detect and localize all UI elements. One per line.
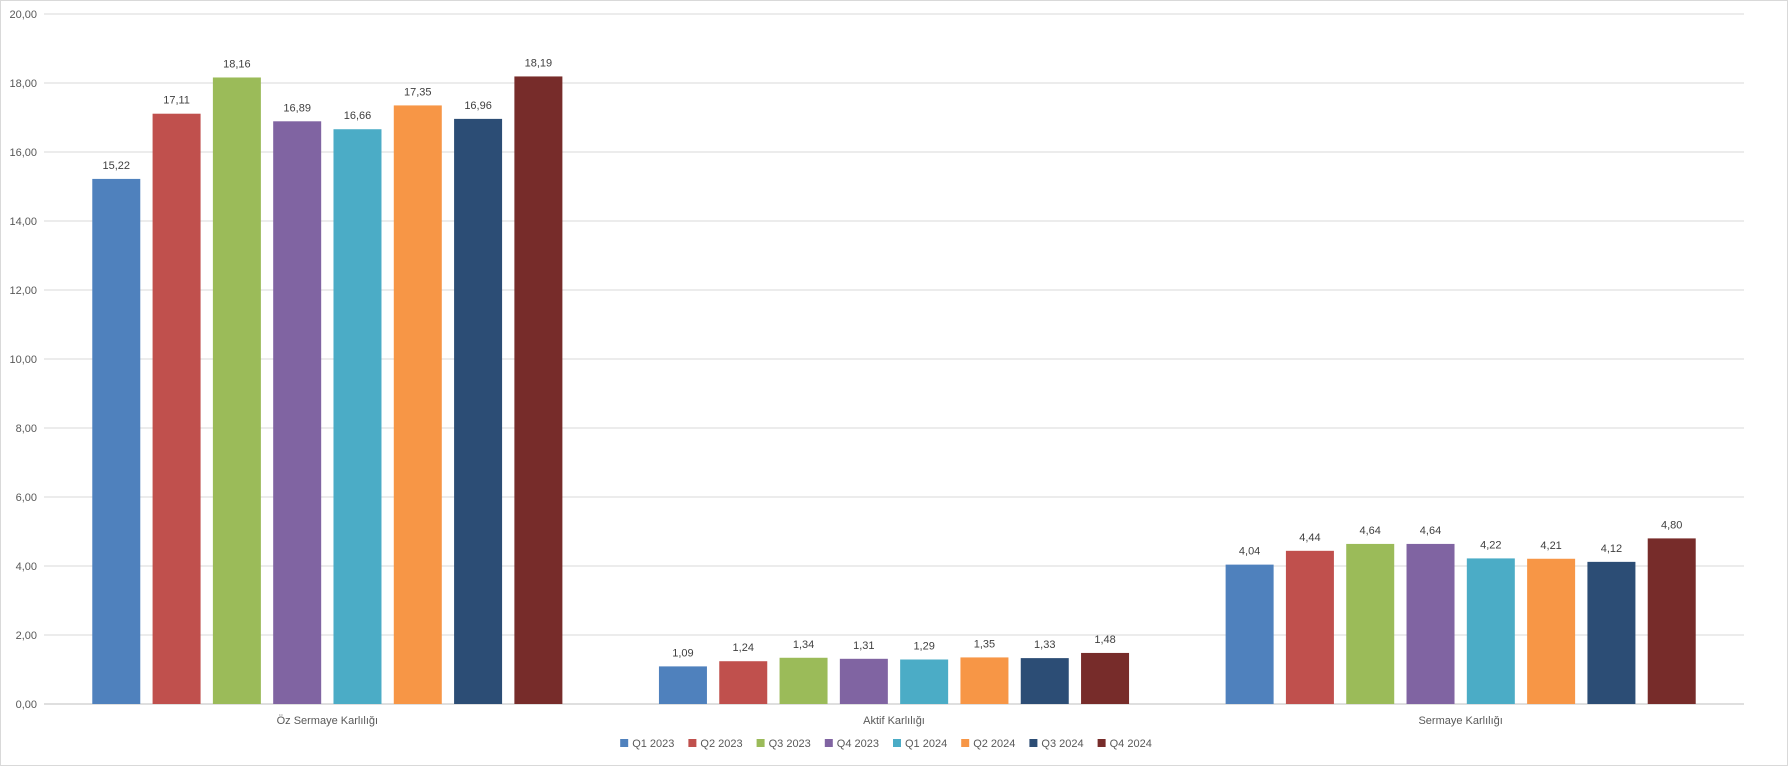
legend-label: Q1 2024 bbox=[905, 738, 947, 750]
y-tick-label: 4,00 bbox=[16, 561, 37, 573]
y-tick-label: 8,00 bbox=[16, 423, 37, 435]
data-label: 18,16 bbox=[223, 58, 251, 70]
bar bbox=[1020, 658, 1069, 704]
data-label: 16,66 bbox=[344, 110, 372, 122]
bar bbox=[719, 661, 768, 704]
data-label: 1,35 bbox=[974, 638, 995, 650]
y-tick-label: 6,00 bbox=[16, 492, 37, 504]
y-tick-label: 0,00 bbox=[16, 699, 37, 711]
data-label: 4,44 bbox=[1299, 532, 1320, 544]
bar bbox=[1466, 558, 1515, 704]
bar bbox=[1081, 652, 1130, 704]
bar bbox=[514, 76, 563, 704]
bars bbox=[92, 76, 1696, 705]
data-label: 1,09 bbox=[672, 647, 693, 659]
data-label: 17,11 bbox=[163, 95, 190, 107]
y-tick-label: 14,00 bbox=[9, 216, 37, 228]
data-labels: 15,22 17,11 18,16 16,89 16,66 17,35 16,96 18,19… bbox=[103, 57, 1683, 659]
legend-swatch bbox=[1097, 739, 1106, 747]
bar bbox=[273, 121, 322, 705]
bar bbox=[1406, 543, 1455, 704]
legend-label: Q2 2023 bbox=[700, 738, 742, 750]
bar bbox=[1587, 561, 1636, 704]
legend-swatch bbox=[620, 739, 629, 747]
legend-swatch bbox=[1029, 739, 1038, 747]
data-label: 1,48 bbox=[1094, 634, 1115, 646]
data-label: 4,22 bbox=[1480, 539, 1501, 551]
data-label: 4,80 bbox=[1661, 519, 1682, 531]
category-label: Sermaye Karlılığı bbox=[1418, 715, 1502, 727]
x-axis-categories: Öz Sermaye Karlılığı Aktif Karlılığı Serma… bbox=[277, 715, 1503, 727]
data-label: 4,64 bbox=[1420, 525, 1441, 537]
legend-label: Q2 2024 bbox=[973, 738, 1015, 750]
bar bbox=[393, 105, 442, 705]
bar bbox=[152, 113, 201, 704]
y-tick-label: 16,00 bbox=[9, 147, 37, 159]
data-label: 1,33 bbox=[1034, 639, 1055, 651]
data-label: 15,22 bbox=[103, 160, 131, 172]
legend-label: Q1 2023 bbox=[632, 738, 674, 750]
category-label: Öz Sermaye Karlılığı bbox=[277, 715, 378, 727]
bar bbox=[779, 657, 828, 704]
data-label: 4,04 bbox=[1239, 546, 1260, 558]
data-label: 4,64 bbox=[1360, 525, 1381, 537]
data-label: 1,31 bbox=[853, 640, 874, 652]
bar bbox=[1527, 558, 1576, 704]
bar bbox=[1346, 543, 1395, 704]
bar bbox=[658, 666, 707, 704]
bar bbox=[454, 118, 503, 704]
bar bbox=[92, 178, 141, 704]
legend-swatch bbox=[961, 739, 970, 747]
data-label: 1,29 bbox=[913, 640, 934, 652]
data-label: 16,89 bbox=[283, 102, 311, 114]
legend-label: Q3 2023 bbox=[769, 738, 811, 750]
category-label: Aktif Karlılığı bbox=[863, 715, 925, 727]
data-label: 16,96 bbox=[464, 100, 492, 112]
y-tick-label: 2,00 bbox=[16, 630, 37, 642]
data-label: 1,24 bbox=[733, 642, 754, 654]
bar bbox=[839, 658, 888, 704]
y-tick-label: 20,00 bbox=[9, 9, 37, 21]
data-label: 1,34 bbox=[793, 639, 814, 651]
bar bbox=[1225, 564, 1274, 704]
y-axis-ticks: 0,00 2,00 4,00 6,00 8,00 10,00 12,00 14,00 16,00… bbox=[9, 9, 37, 711]
data-label: 18,19 bbox=[525, 57, 553, 69]
legend-label: Q3 2024 bbox=[1041, 738, 1083, 750]
data-label: 4,21 bbox=[1540, 540, 1561, 552]
legend-label: Q4 2023 bbox=[837, 738, 879, 750]
legend-swatch bbox=[688, 739, 697, 747]
bar bbox=[960, 657, 1009, 704]
y-tick-label: 10,00 bbox=[9, 354, 37, 366]
y-tick-label: 18,00 bbox=[9, 78, 37, 90]
legend-swatch bbox=[893, 739, 901, 747]
y-tick-label: 12,00 bbox=[9, 285, 37, 297]
bar bbox=[1285, 550, 1334, 704]
data-label: 4,12 bbox=[1601, 543, 1622, 555]
bar bbox=[212, 77, 261, 705]
legend-swatch bbox=[824, 739, 833, 747]
legend: Q1 2023 Q2 2023 Q3 2023 Q4 2023 Q1 2024 Q2 20… bbox=[620, 738, 1152, 750]
bar bbox=[333, 129, 382, 705]
bar bbox=[1647, 538, 1696, 704]
legend-swatch bbox=[756, 739, 765, 747]
legend-label: Q4 2024 bbox=[1110, 738, 1152, 750]
bar bbox=[900, 659, 949, 704]
data-label: 17,35 bbox=[404, 86, 432, 98]
gridlines bbox=[44, 13, 1744, 705]
